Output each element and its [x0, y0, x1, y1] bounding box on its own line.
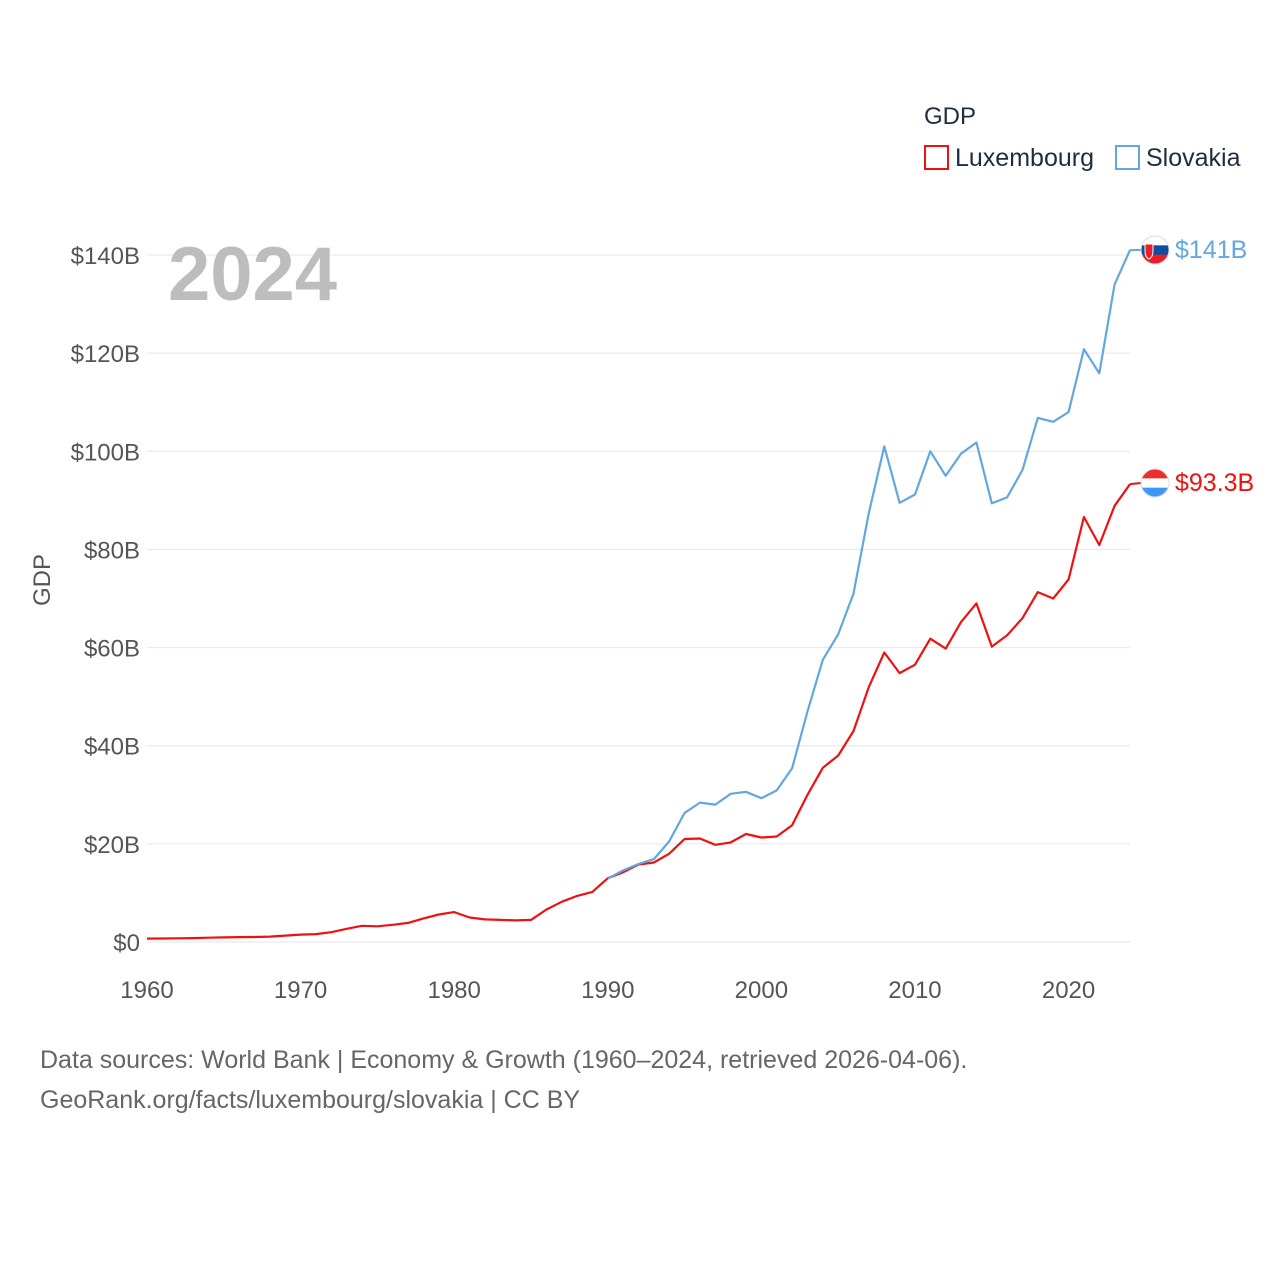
luxembourg-legend-swatch[interactable] — [924, 145, 949, 170]
y-axis-title: GDP — [29, 554, 56, 606]
x-tick-label: 1990 — [581, 977, 634, 1004]
flag-border — [1140, 468, 1170, 498]
luxembourg-end-value-label: $93.3B — [1175, 469, 1254, 497]
slovakia-series-line — [607, 249, 1132, 880]
luxembourg-flag-icon — [1141, 469, 1169, 497]
y-tick-label: $140B — [71, 243, 140, 270]
y-tick-label: $120B — [71, 341, 140, 368]
flag-stripe — [1141, 236, 1169, 246]
y-tick-label: $60B — [84, 636, 140, 663]
flag-stripe — [1141, 487, 1169, 497]
luxembourg-series-line — [146, 483, 1131, 940]
slovakia-legend-label[interactable]: Slovakia — [1146, 144, 1241, 172]
flag-stripe — [1141, 478, 1169, 489]
y-tick-label: $40B — [84, 734, 140, 761]
y-tick-label: $0 — [113, 930, 140, 957]
flag-stripe — [1141, 245, 1169, 256]
slovakia-coat-of-arms — [1144, 243, 1154, 260]
y-tick-label: $100B — [71, 439, 140, 466]
x-tick-label: 1970 — [274, 977, 327, 1004]
flag-border — [1140, 235, 1170, 265]
luxembourg-legend-label[interactable]: Luxembourg — [955, 144, 1094, 172]
y-axis: $0 $20B $40B $60B $80B $100B $120B $140B — [71, 243, 140, 957]
x-tick-label: 1980 — [427, 977, 480, 1004]
source-line-2: GeoRank.org/facts/luxembourg/slovakia | … — [40, 1086, 581, 1114]
x-axis: 1960 1970 1980 1990 2000 2010 2020 — [120, 977, 1095, 1004]
data-source-note: Data sources: World Bank | Economy & Gro… — [40, 1040, 1240, 1120]
gridlines — [147, 254, 1130, 943]
x-tick-label: 1960 — [120, 977, 173, 1004]
series-lines — [146, 249, 1132, 940]
flag-stripe — [1141, 254, 1169, 264]
slovakia-end-value-label: $141B — [1175, 236, 1247, 264]
x-tick-label: 2000 — [735, 977, 788, 1004]
y-tick-label: $20B — [84, 832, 140, 859]
x-tick-label: 2010 — [888, 977, 941, 1004]
y-tick-label: $80B — [84, 537, 140, 564]
slovakia-flag-icon — [1141, 236, 1169, 264]
luxembourg-end-connector — [1129, 482, 1142, 486]
slovakia-legend-swatch[interactable] — [1115, 145, 1140, 170]
end-markers: $93.3B $141B — [1129, 235, 1254, 498]
year-watermark: 2024 — [168, 232, 337, 317]
legend-title: GDP — [924, 103, 976, 130]
legend: GDP Luxembourg Slovakia — [924, 103, 1241, 172]
flag-stripe — [1141, 469, 1169, 479]
source-line-1: Data sources: World Bank | Economy & Gro… — [40, 1046, 968, 1074]
x-tick-label: 2020 — [1042, 977, 1095, 1004]
